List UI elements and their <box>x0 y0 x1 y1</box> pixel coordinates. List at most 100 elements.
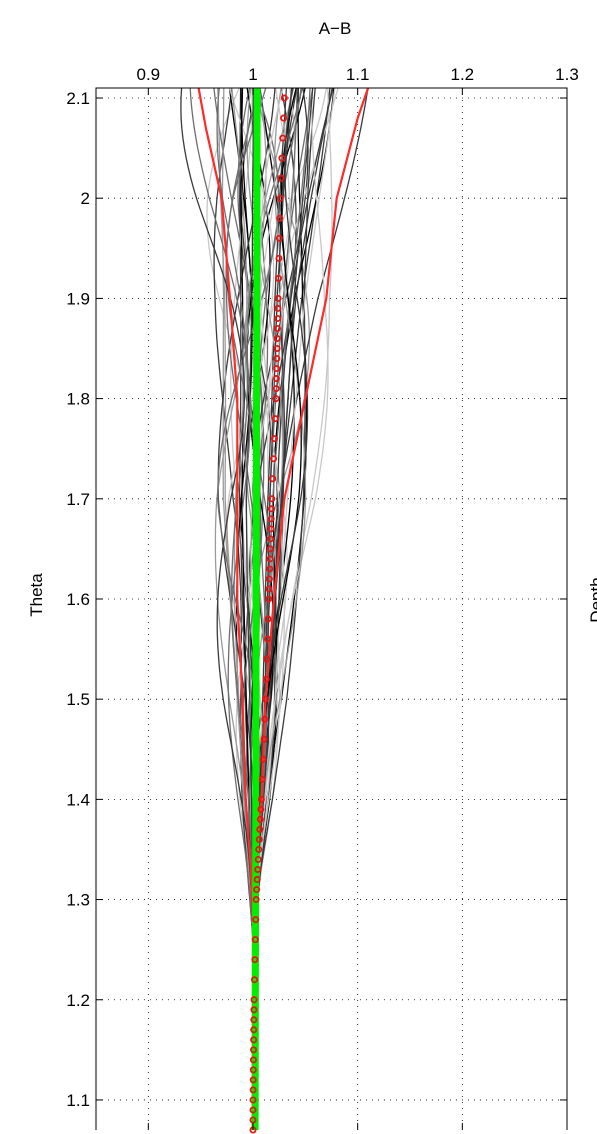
mean-marker <box>272 375 280 383</box>
mean-marker <box>274 314 282 322</box>
mean-marker <box>250 1016 258 1024</box>
mean-marker <box>273 344 281 352</box>
mean-marker <box>250 976 258 984</box>
x-tick-label: 1.2 <box>451 65 475 84</box>
mean-marker <box>251 936 259 944</box>
mean-marker <box>253 876 261 884</box>
grid <box>96 88 568 1130</box>
mean-marker <box>276 214 284 222</box>
mean-marker <box>252 896 260 904</box>
mean-marker <box>274 294 282 302</box>
mean-marker <box>270 455 278 463</box>
mean-marker <box>258 775 266 783</box>
mean-marker <box>250 1006 258 1014</box>
mean-marker <box>277 174 285 182</box>
mean-marker <box>278 154 286 162</box>
mean-marker <box>271 415 279 423</box>
mean-marker <box>265 585 273 593</box>
mean-marker <box>257 795 265 803</box>
y-axis-label: Theta <box>27 573 46 617</box>
mean-marker <box>265 595 273 603</box>
partial-right-label: Depth <box>587 577 597 622</box>
mean-marker <box>272 395 280 403</box>
ensemble-lines <box>180 87 369 1130</box>
mean-marker <box>262 675 270 683</box>
axes-frame <box>95 87 568 1130</box>
y-tick-label: 1.2 <box>66 991 90 1010</box>
y-tick-label: 2 <box>81 189 90 208</box>
mean-marker <box>249 1066 257 1074</box>
mean-marker <box>279 134 287 142</box>
mean-marker <box>256 815 264 823</box>
mean-marker <box>249 1116 257 1124</box>
mean-marker <box>267 525 275 533</box>
mean-marker <box>275 234 283 242</box>
mean-marker <box>249 1096 257 1104</box>
mean-marker <box>280 94 288 102</box>
bound-line <box>251 87 370 1130</box>
mean-marker <box>251 956 259 964</box>
mean-marker <box>256 825 264 833</box>
series-lines <box>197 87 370 1134</box>
mean-marker <box>264 615 272 623</box>
mean-marker <box>266 565 274 573</box>
y-tick-label: 1.1 <box>66 1091 90 1110</box>
mean-marker <box>253 886 261 894</box>
x-tick-label: 1.3 <box>555 65 579 84</box>
mean-marker <box>259 755 267 763</box>
mean-marker <box>250 1026 258 1034</box>
mean-marker <box>254 855 262 863</box>
mean-marker <box>276 194 284 202</box>
x-tick-label: 1.1 <box>346 65 370 84</box>
y-tick-label: 1.6 <box>66 590 90 609</box>
mean-marker <box>249 1076 257 1084</box>
mean-marker <box>252 916 260 924</box>
y-tick-label: 1.4 <box>66 790 90 809</box>
mean-marker <box>265 575 273 583</box>
mean-marker <box>263 655 271 663</box>
mean-marker <box>254 866 262 874</box>
mean-marker <box>270 435 278 443</box>
mean-marker <box>272 385 280 393</box>
mean-marker <box>261 715 269 723</box>
mean-marker <box>273 334 281 342</box>
y-tick-label: 1.7 <box>66 490 90 509</box>
mean-marker <box>267 535 275 543</box>
y-tick-label: 1.3 <box>66 891 90 910</box>
mean-marker <box>249 1056 257 1064</box>
mean-marker <box>262 695 270 703</box>
chart-title: A−B <box>319 19 352 38</box>
bound-line <box>197 87 255 1130</box>
y-tick-label: 2.1 <box>66 89 90 108</box>
mean-marker <box>268 495 276 503</box>
mean-marker <box>257 805 265 813</box>
mean-marker <box>273 365 281 373</box>
x-tick-label: 0.9 <box>137 65 161 84</box>
mean-marker <box>260 735 268 743</box>
y-tick-label: 1.8 <box>66 390 90 409</box>
x-tick-label: 1 <box>248 65 257 84</box>
reference-line <box>251 87 261 1131</box>
mean-marker <box>266 545 274 553</box>
mean-marker <box>275 274 283 282</box>
mean-marker <box>280 114 288 122</box>
mean-marker <box>263 635 271 643</box>
mean-marker <box>274 304 282 312</box>
y-tick-label: 1.5 <box>66 690 90 709</box>
axes: 0.9 1 1.1 1.2 1.3 1.1 1.2 1.3 1.4 1.5 1.6 1.7 1.8 1.9… <box>66 65 579 1130</box>
mean-marker <box>250 1036 258 1044</box>
mean-marker <box>275 254 283 262</box>
mean-marker <box>273 324 281 332</box>
mean-marker <box>268 505 276 513</box>
mean-marker <box>249 1106 257 1114</box>
mean-marker <box>249 1086 257 1094</box>
mean-marker <box>250 1046 258 1054</box>
mean-marker <box>266 555 274 563</box>
mean-marker <box>273 355 281 363</box>
mean-marker <box>269 475 277 483</box>
mean-marker <box>250 996 258 1004</box>
mean-marker <box>255 845 263 853</box>
y-tick-label: 1.9 <box>66 289 90 308</box>
mean-marker <box>267 515 275 523</box>
